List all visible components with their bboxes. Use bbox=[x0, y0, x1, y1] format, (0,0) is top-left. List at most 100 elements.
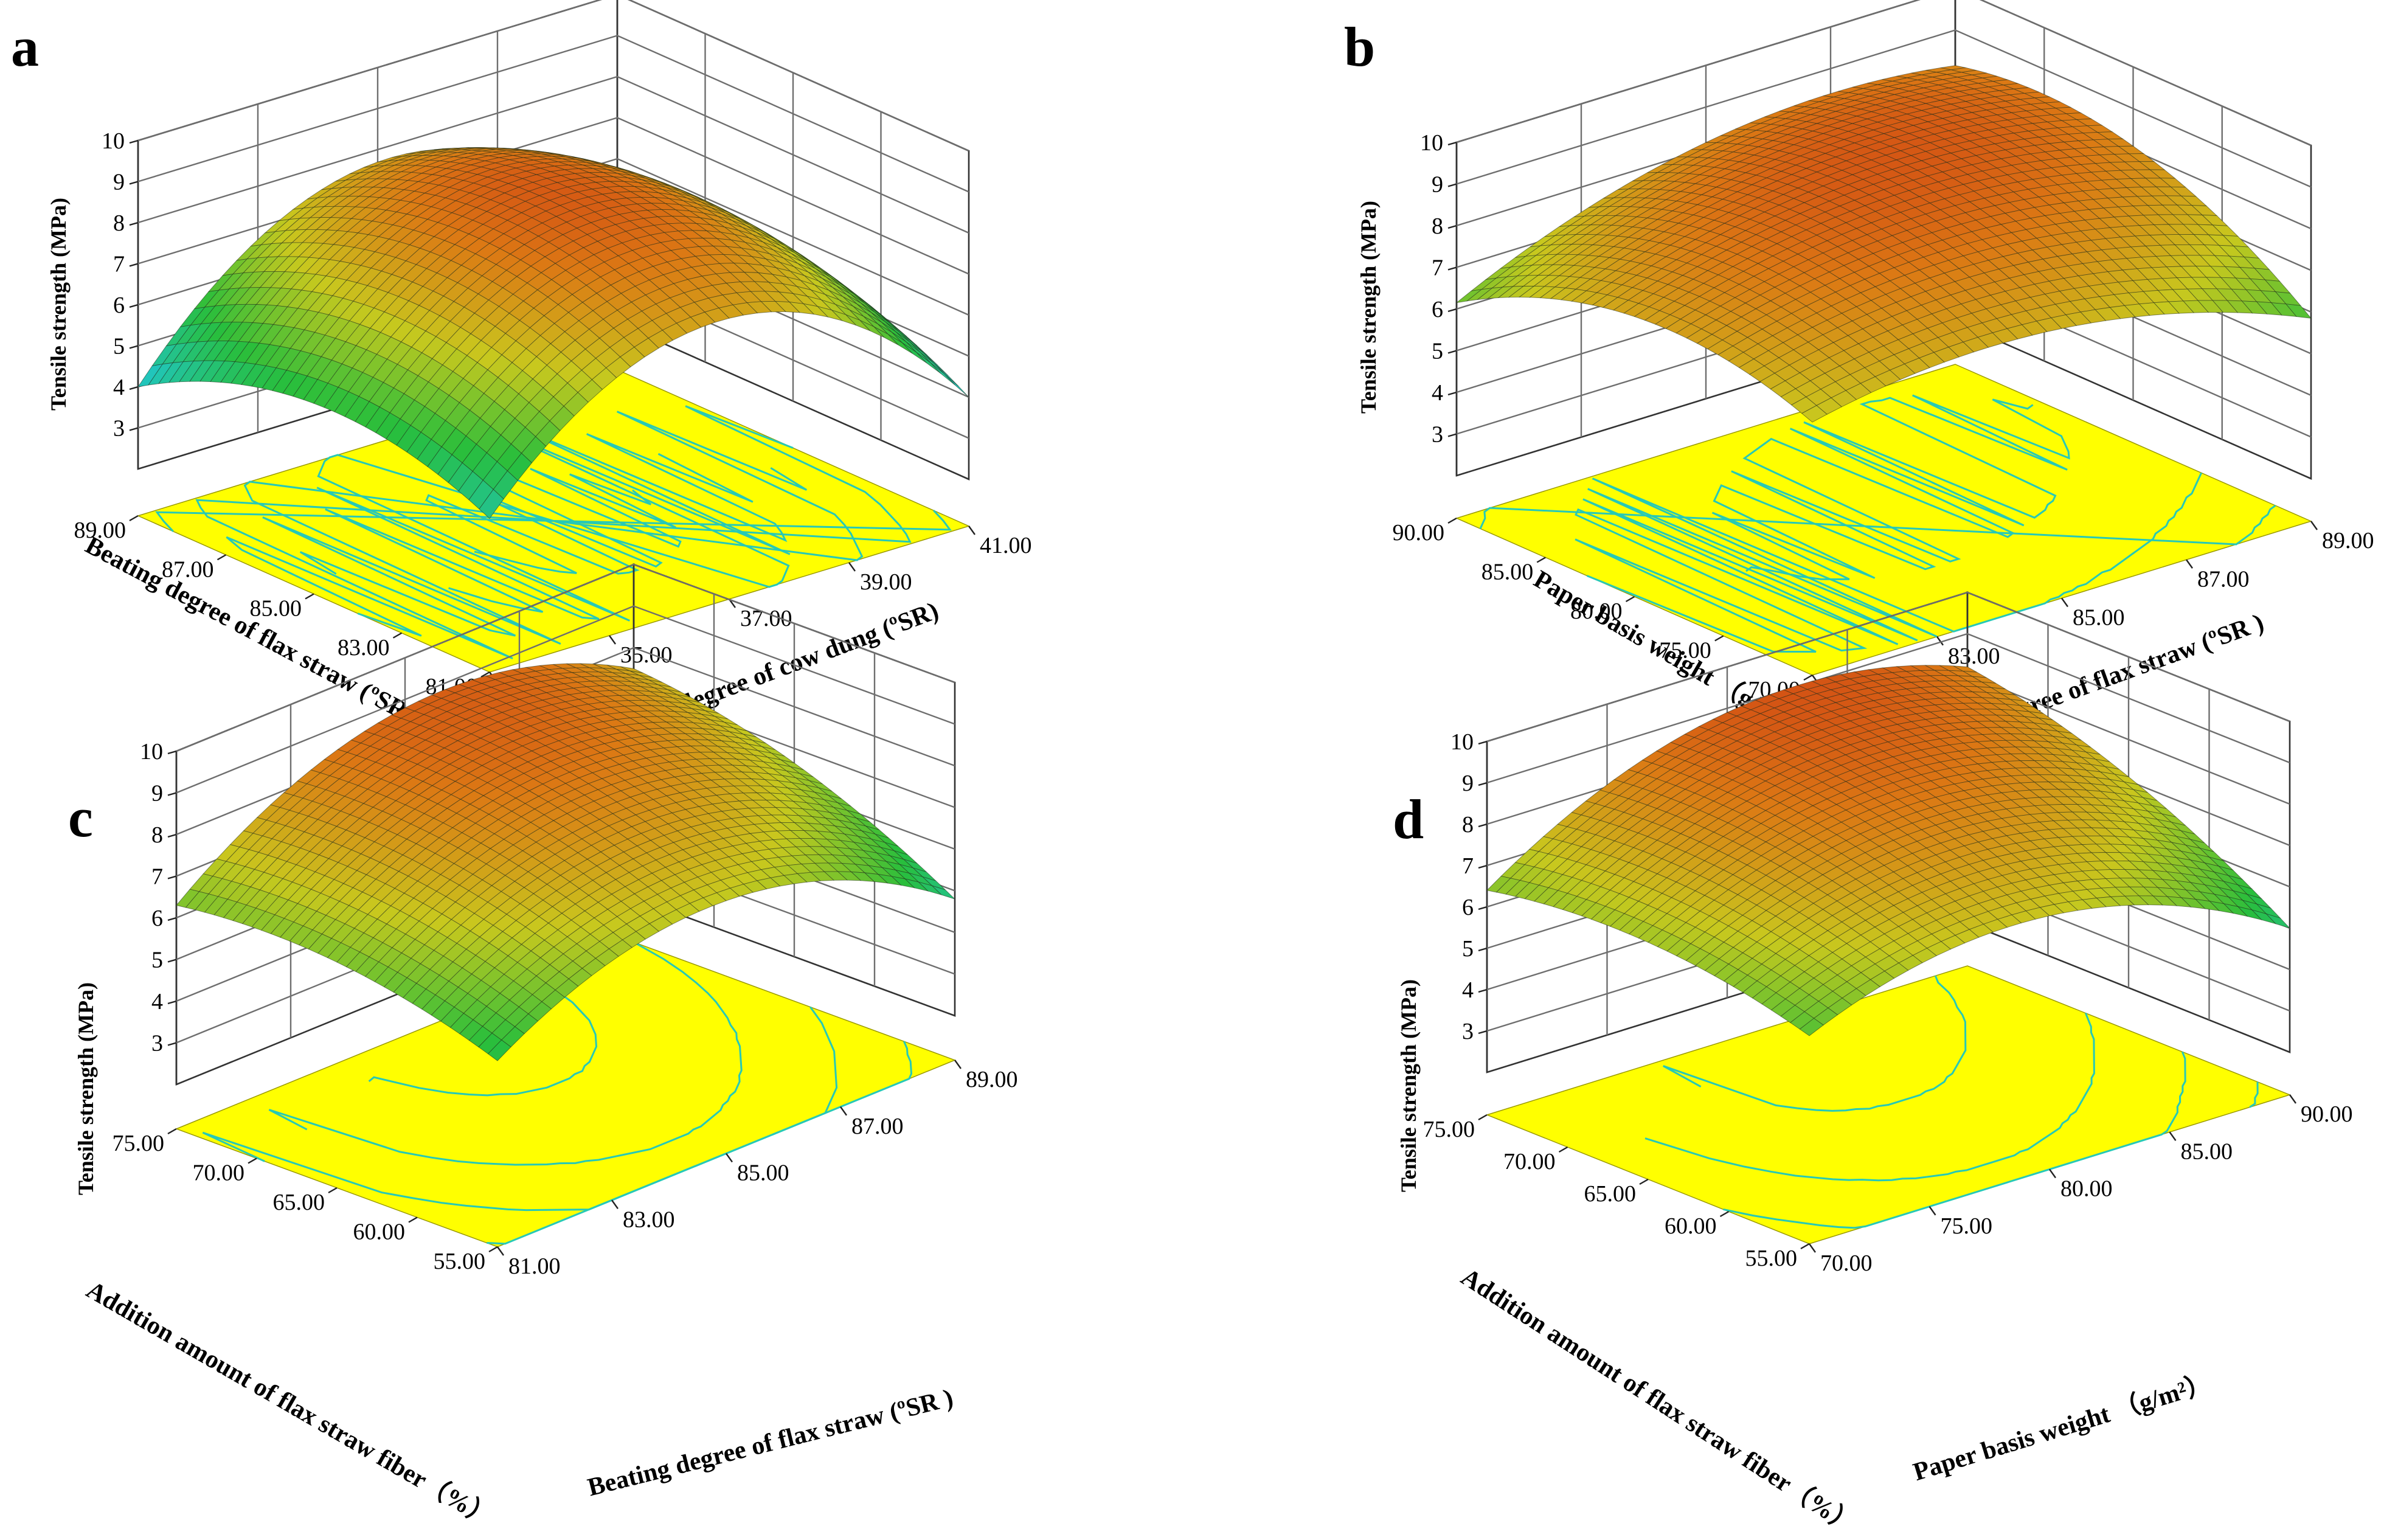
x-tick-label: 87.00 bbox=[851, 1114, 904, 1139]
y-tick-label: 65.00 bbox=[273, 1190, 325, 1215]
x-tick-label: 89.00 bbox=[966, 1067, 1018, 1092]
panel-c-z-axis-title: Tensile strength (MPa) bbox=[74, 982, 98, 1195]
panel-d-ticks: 34567891070.0075.0080.0085.0090.0055.006… bbox=[1423, 729, 2353, 1276]
z-tick-label: 5 bbox=[113, 334, 125, 359]
y-tick-label: 87.00 bbox=[162, 557, 214, 582]
z-tick-label: 9 bbox=[1462, 771, 1474, 796]
z-tick-mark bbox=[1478, 782, 1488, 786]
y-tick-mark bbox=[408, 1216, 418, 1223]
y-tick-mark bbox=[1478, 1114, 1488, 1121]
x-tick-mark bbox=[848, 562, 856, 572]
y-tick-label: 89.00 bbox=[74, 518, 126, 543]
contour-line bbox=[1644, 1013, 2095, 1182]
panel-b-z-axis-title: Tensile strength (MPa) bbox=[1356, 201, 1381, 414]
x-tick-mark bbox=[2169, 1131, 2177, 1141]
contour-line bbox=[316, 420, 791, 622]
z-tick-mark bbox=[167, 875, 177, 879]
y-tick-label: 55.00 bbox=[434, 1249, 486, 1274]
panel-label-d: d bbox=[1393, 788, 1424, 850]
z-tick-label: 8 bbox=[113, 210, 125, 236]
z-tick-label: 8 bbox=[151, 822, 163, 848]
z-grid-line bbox=[1486, 633, 2290, 784]
y-tick-label: 85.00 bbox=[250, 596, 302, 622]
x-tick-mark bbox=[726, 1153, 733, 1163]
surface-cell bbox=[906, 341, 930, 363]
z-tick-label: 7 bbox=[151, 864, 163, 890]
z-tick-mark bbox=[1478, 864, 1488, 869]
back-wall-x bbox=[616, 0, 970, 481]
y-tick-label: 90.00 bbox=[1393, 520, 1445, 546]
x-tick-mark bbox=[2186, 559, 2193, 569]
y-tick-label: 83.00 bbox=[338, 635, 390, 661]
panel-c-surface bbox=[176, 663, 955, 1061]
x-tick-label: 41.00 bbox=[980, 533, 1032, 558]
x-tick-label: 85.00 bbox=[2181, 1139, 2233, 1164]
z-tick-mark bbox=[129, 427, 139, 431]
z-tick-label: 5 bbox=[1462, 936, 1474, 962]
x-tick-label: 80.00 bbox=[2060, 1176, 2113, 1202]
x-tick-label: 90.00 bbox=[2301, 1101, 2353, 1127]
contour-line bbox=[1479, 504, 2276, 546]
z-tick-label: 3 bbox=[151, 1031, 163, 1056]
x-tick-label: 39.00 bbox=[860, 569, 912, 595]
z-grid-line bbox=[1486, 591, 2290, 743]
z-tick-mark bbox=[1478, 1030, 1488, 1035]
x-tick-mark bbox=[2310, 521, 2318, 530]
z-tick-mark bbox=[1447, 433, 1457, 437]
x-tick-label: 85.00 bbox=[2073, 605, 2125, 631]
z-tick-mark bbox=[129, 139, 139, 144]
y-tick-label: 70.00 bbox=[1503, 1149, 1556, 1174]
y-tick-mark bbox=[1714, 635, 1724, 642]
y-tick-mark bbox=[217, 554, 227, 561]
x-tick-label: 37.00 bbox=[740, 606, 792, 631]
y-tick-mark bbox=[167, 1128, 177, 1135]
contour-line bbox=[1711, 394, 2070, 580]
z-tick-label: 6 bbox=[151, 906, 163, 931]
z-tick-mark bbox=[167, 792, 177, 796]
z-tick-label: 6 bbox=[1432, 297, 1443, 322]
y-tick-label: 60.00 bbox=[353, 1219, 406, 1245]
contour-line bbox=[1723, 1051, 2186, 1229]
z-tick-mark bbox=[1478, 988, 1488, 993]
z-tick-label: 6 bbox=[1462, 895, 1474, 920]
z-tick-label: 8 bbox=[1432, 213, 1443, 239]
panel-d-surface bbox=[1486, 665, 2291, 1036]
contour-line bbox=[1663, 975, 1967, 1112]
panel-d-x-axis-title: Paper basis weight （g/m²） bbox=[1910, 1368, 2214, 1486]
x-tick-label: 70.00 bbox=[1820, 1250, 1873, 1276]
z-tick-label: 4 bbox=[1432, 380, 1443, 406]
z-grid-line bbox=[176, 605, 955, 794]
contour-line bbox=[202, 1006, 838, 1212]
z-tick-label: 5 bbox=[1432, 339, 1443, 364]
z-tick-mark bbox=[167, 959, 177, 963]
panel-label-b: b bbox=[1344, 16, 1375, 78]
z-tick-label: 4 bbox=[1462, 977, 1474, 1003]
z-tick-mark bbox=[1478, 823, 1488, 828]
panel-d-z-axis-title: Tensile strength (MPa) bbox=[1396, 979, 1421, 1192]
z-tick-mark bbox=[167, 1042, 177, 1046]
z-tick-label: 9 bbox=[113, 170, 125, 195]
z-tick-mark bbox=[1447, 141, 1457, 146]
y-tick-label: 85.00 bbox=[1481, 560, 1534, 585]
panel-c-x-axis-title: Beating degree of flax straw (ºSR ) bbox=[585, 1384, 956, 1502]
y-tick-label: 75.00 bbox=[1423, 1117, 1475, 1142]
y-tick-label: 70.00 bbox=[193, 1160, 245, 1186]
z-tick-label: 5 bbox=[151, 948, 163, 973]
panel-a-z-axis-title: Tensile strength (MPa) bbox=[46, 198, 71, 411]
x-tick-label: 85.00 bbox=[737, 1160, 789, 1186]
z-tick-label: 3 bbox=[1462, 1019, 1474, 1044]
z-tick-label: 10 bbox=[102, 128, 125, 154]
contour-line bbox=[1575, 472, 2202, 653]
y-tick-mark bbox=[1625, 595, 1635, 603]
panel-d: d 34567891070.0075.0080.0085.0090.0055.0… bbox=[1393, 591, 2353, 1539]
z-grid-line bbox=[137, 35, 969, 193]
contour-line bbox=[268, 941, 743, 1166]
contour-line bbox=[368, 979, 598, 1097]
contour-line bbox=[2249, 1081, 2259, 1108]
panel-label-a: a bbox=[11, 16, 39, 78]
x-tick-label: 89.00 bbox=[2322, 528, 2374, 553]
x-tick-label: 75.00 bbox=[1941, 1213, 1993, 1239]
z-tick-label: 10 bbox=[140, 739, 163, 765]
z-tick-label: 4 bbox=[113, 375, 125, 400]
z-grid-line bbox=[137, 0, 969, 152]
